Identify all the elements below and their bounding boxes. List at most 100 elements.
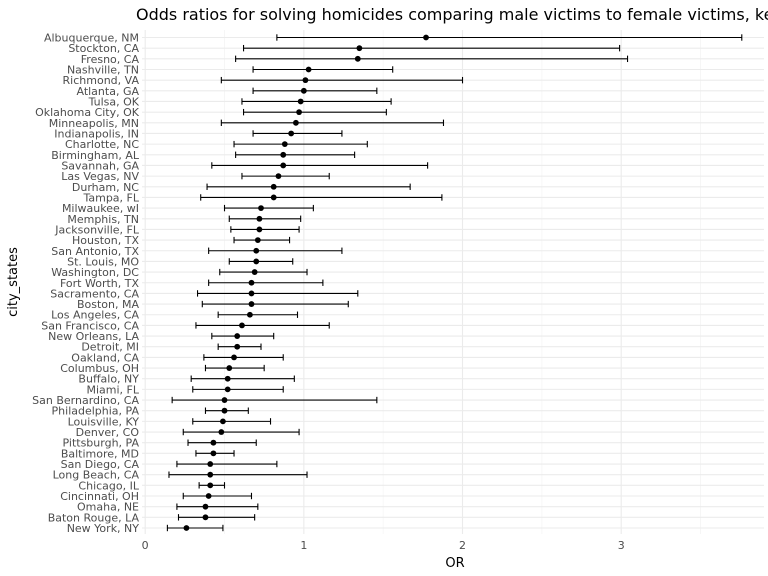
data-point <box>275 173 282 180</box>
y-tick-label: Jacksonville, FL <box>54 223 140 236</box>
data-point <box>231 354 237 361</box>
y-tick-label: Boston, MA <box>77 298 140 311</box>
y-tick-label: Baltimore, MD <box>61 447 139 460</box>
error-bar <box>252 87 378 95</box>
x-tick-labels: 0 1 2 3 <box>142 539 625 552</box>
data-point <box>258 205 264 212</box>
x-tick-label: 3 <box>618 539 625 552</box>
error-bar <box>208 247 343 254</box>
y-tick-label: Las Vegas, NV <box>61 170 139 183</box>
y-tick-label: Cincinnati, OH <box>60 490 139 503</box>
data-point <box>246 311 253 318</box>
error-bar <box>220 119 445 127</box>
data-point <box>296 109 302 116</box>
y-tick-label: Oklahoma City, OK <box>35 106 140 119</box>
y-tick-label: Atlanta, GA <box>76 85 139 98</box>
data-point <box>234 343 241 350</box>
error-bar <box>211 162 429 169</box>
data-point <box>226 365 233 371</box>
error-bar <box>252 66 394 73</box>
y-tick-label: Omaha, NE <box>77 501 139 514</box>
data-point <box>251 269 258 275</box>
data-point <box>354 55 361 62</box>
error-bar <box>219 268 308 276</box>
data-point <box>270 183 277 190</box>
data-point <box>280 151 287 158</box>
grid <box>142 30 764 534</box>
error-bar <box>233 236 291 244</box>
y-tick-label: Memphis, TN <box>67 213 139 226</box>
error-bar <box>182 492 253 500</box>
error-bar <box>243 108 387 116</box>
error-bar <box>252 130 343 137</box>
y-axis-title: city_states <box>6 247 21 317</box>
data-point <box>224 375 231 382</box>
data-point <box>183 525 190 531</box>
error-bar <box>235 151 356 158</box>
data-point <box>207 471 214 478</box>
data-point <box>202 503 209 510</box>
x-tick-label: 1 <box>300 539 307 552</box>
y-tick-label: Chicago, IL <box>78 479 139 492</box>
x-tick-label: 0 <box>142 539 149 552</box>
x-tick-label: 2 <box>459 539 466 552</box>
data-point <box>248 290 255 297</box>
points <box>183 34 429 531</box>
error-bar <box>201 300 349 308</box>
data-point <box>210 450 217 457</box>
y-tick-label: Detroit, MI <box>81 341 139 354</box>
y-tick-label: Sacramento, CA <box>50 287 139 300</box>
error-bar <box>241 98 392 105</box>
y-tick-label: Nashville, TN <box>67 63 139 76</box>
y-tick-label: Denver, CO <box>76 426 140 439</box>
data-point <box>281 141 288 148</box>
error-bar <box>200 194 443 201</box>
data-point <box>254 237 261 243</box>
error-bar <box>217 311 299 318</box>
error-bar <box>192 418 272 425</box>
data-point <box>297 98 304 105</box>
error-bar <box>168 471 308 478</box>
y-tick-label: Washington, DC <box>51 266 139 279</box>
data-point <box>224 386 231 393</box>
y-tick-label: Buffalo, NY <box>78 373 139 386</box>
error-bar <box>211 332 275 340</box>
error-bar <box>228 215 302 222</box>
data-point <box>423 34 429 41</box>
error-bar <box>208 279 324 286</box>
error-bar <box>176 460 278 468</box>
data-point <box>302 77 309 84</box>
error-bar <box>177 514 256 521</box>
data-point <box>280 162 287 169</box>
y-tick-label: Fresno, CA <box>81 53 140 66</box>
y-tick-label: Columbus, OH <box>60 362 139 375</box>
error-bar <box>243 44 621 52</box>
error-bar <box>190 375 295 382</box>
data-point <box>253 247 260 254</box>
data-point <box>300 87 307 94</box>
chart-title: Odds ratios for solving homicides compar… <box>136 5 768 24</box>
data-point <box>270 194 277 201</box>
error-bar <box>192 386 284 393</box>
y-tick-label: Louisville, KY <box>68 415 140 428</box>
data-point <box>218 429 225 435</box>
data-point <box>356 45 363 52</box>
y-tick-label: St. Louis, MO <box>67 255 139 268</box>
y-tick-label: Los Angeles, CA <box>51 309 139 322</box>
y-tick-label: Indianapolis, IN <box>54 127 139 140</box>
data-point <box>220 418 226 425</box>
y-tick-label: Houston, TX <box>72 234 139 247</box>
data-point <box>210 439 217 446</box>
data-point <box>221 407 228 414</box>
error-bar <box>241 172 330 180</box>
y-tick-label: New York, NY <box>67 522 140 535</box>
y-tick-label: Fort Worth, TX <box>60 277 139 290</box>
data-point <box>207 482 214 489</box>
data-point <box>253 258 260 265</box>
y-tick-label: Pittsburgh, PA <box>63 437 140 450</box>
error-bar <box>166 524 224 532</box>
error-bar <box>228 258 294 265</box>
error-bar <box>206 183 411 190</box>
